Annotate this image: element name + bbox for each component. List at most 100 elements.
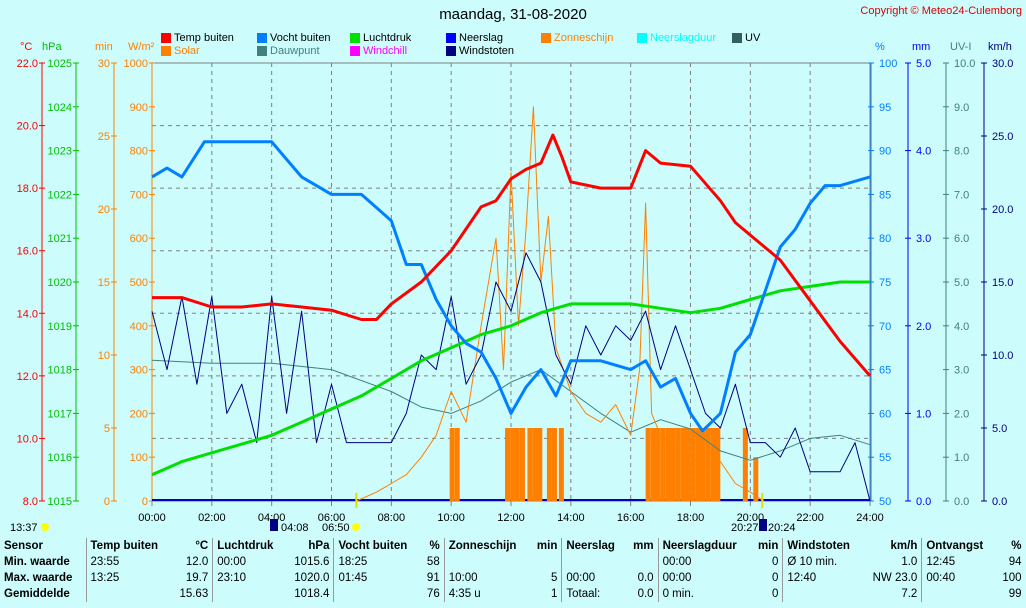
pct-tick-label: 95	[879, 102, 891, 114]
sunshine-bar	[532, 428, 538, 501]
uv-tick-label: 4.0	[954, 321, 969, 333]
table-cell: NW 23.0	[862, 570, 923, 586]
table-cell	[562, 554, 626, 570]
min-axis-unit: min	[95, 41, 113, 53]
table-cell: Vocht buiten	[338, 540, 408, 552]
table-row: Min. waarde 23:55 12.0 00:00 1015.6 18:25 58 00…	[0, 554, 1026, 570]
x-tick-label: 22:00	[796, 512, 824, 524]
table-cell: Min. waarde	[0, 554, 87, 570]
x-tick-label: 04:00	[258, 512, 286, 524]
table-cell	[783, 586, 862, 602]
temp-tick-label: 12.0	[17, 371, 38, 383]
wm2-tick-label: 600	[130, 233, 148, 245]
uv-tick-label: 3.0	[954, 365, 969, 377]
hpa-tick-label: 1022	[48, 189, 72, 201]
legend-label: Dauwpunt	[270, 45, 320, 57]
sunshine-bar	[537, 428, 543, 501]
x-tick-label: 24:00	[856, 512, 884, 524]
legend-swatch	[161, 46, 171, 56]
legend-label: Temp buiten	[174, 32, 234, 44]
uv-tick-label: 1.0	[954, 452, 969, 464]
x-tick-label: 18:00	[677, 512, 705, 524]
legend-item: Temp buiten	[161, 32, 234, 44]
sunshine-bar	[685, 428, 691, 501]
table-cell: 91	[420, 570, 445, 586]
weather-chart: °C22.020.018.016.014.012.010.08.0hPa1025…	[10, 41, 1013, 534]
x-tick-label: 06:00	[318, 512, 346, 524]
sunshine-bar	[519, 428, 525, 501]
x-tick-label: 14:00	[557, 512, 585, 524]
temp-tick-label: 14.0	[17, 308, 38, 320]
wm2-tick-label: 700	[130, 189, 148, 201]
moon-icon	[41, 523, 49, 531]
min-tick-label: 10	[98, 350, 110, 362]
table-cell	[444, 554, 529, 570]
legend-swatch	[257, 33, 267, 43]
table-cell: 1018.4	[285, 586, 335, 602]
table-cell: Luchtdruk	[217, 540, 274, 552]
kmh-tick-label: 5.0	[992, 423, 1007, 435]
legend-swatch	[732, 33, 742, 43]
min-tick-label: 0	[104, 496, 110, 508]
legend-label: Windchill	[363, 45, 408, 57]
kmh-tick-label: 0.0	[992, 496, 1007, 508]
table-row: Gemiddelde 15.63 1018.4 76 4:35 u 1 Totaal: 0.0…	[0, 586, 1026, 602]
table-cell: Max. waarde	[0, 570, 87, 586]
sunshine-bar	[650, 428, 656, 501]
x-tick-label: 08:00	[378, 512, 406, 524]
pct-tick-label: 75	[879, 277, 891, 289]
temp-tick-label: 18.0	[17, 183, 38, 195]
sunrise-time: 06:50	[322, 522, 350, 534]
pct-tick-label: 90	[879, 146, 891, 158]
legend-label: UV	[745, 32, 761, 44]
table-cell: %	[420, 538, 445, 554]
temp-tick-label: 10.0	[17, 433, 38, 445]
uv-tick-label: 0.0	[954, 496, 969, 508]
moonset-time: 13:37	[10, 522, 38, 534]
sunshine-bar	[675, 428, 681, 501]
legend-swatch	[446, 33, 456, 43]
hpa-tick-label: 1016	[48, 452, 72, 464]
table-cell: 12.0	[171, 554, 214, 570]
moonrise-time: 20:27	[731, 522, 759, 534]
uv-tick-label: 5.0	[954, 277, 969, 289]
mm-tick-label: 0.0	[916, 496, 931, 508]
table-cell: 10:00	[448, 572, 478, 584]
wm2-tick-label: 400	[130, 321, 148, 333]
table-cell: °C	[171, 538, 214, 554]
sunshine-bar	[695, 428, 701, 501]
wm2-axis-unit: W/m²	[128, 41, 155, 53]
pct-tick-label: 55	[879, 452, 891, 464]
table-cell: 7.2	[862, 586, 923, 602]
table-cell: Temp buiten	[90, 540, 159, 552]
table-cell	[922, 586, 995, 602]
hpa-tick-label: 1019	[48, 321, 72, 333]
sunshine-bar	[514, 428, 520, 501]
kmh-tick-label: 20.0	[992, 204, 1013, 216]
kmh-axis-unit: km/h	[988, 41, 1012, 53]
sunshine-bar	[660, 428, 666, 501]
table-cell: 58	[420, 554, 445, 570]
legend-label: Solar	[174, 45, 200, 57]
pct-axis-unit: %	[875, 41, 885, 53]
legend-label: Zonneschijn	[554, 32, 614, 44]
hpa-tick-label: 1025	[48, 58, 72, 70]
uv-tick-label: 8.0	[954, 146, 969, 158]
legend-item: Windstoten	[446, 45, 514, 57]
legend-item: UV	[732, 32, 760, 44]
min-tick-label: 30	[98, 58, 110, 70]
table-header: Sensor Temp buiten °C Luchtdruk hPa Vocht bui…	[0, 538, 1026, 554]
temp-axis-unit: °C	[20, 41, 32, 53]
table-cell: 0	[750, 554, 784, 570]
table-cell	[213, 586, 285, 602]
legend-item: Solar	[161, 45, 200, 57]
kmh-tick-label: 25.0	[992, 131, 1013, 143]
legend-swatch	[161, 33, 171, 43]
sunshine-bar	[690, 428, 696, 501]
series-temp-buiten	[152, 133, 872, 377]
legend-item: Windchill	[350, 45, 407, 57]
table-cell: 01:45	[338, 572, 368, 584]
table-cell: Sensor	[0, 538, 87, 554]
table-cell: 1020.0	[285, 570, 335, 586]
sunshine-bar	[665, 428, 671, 501]
